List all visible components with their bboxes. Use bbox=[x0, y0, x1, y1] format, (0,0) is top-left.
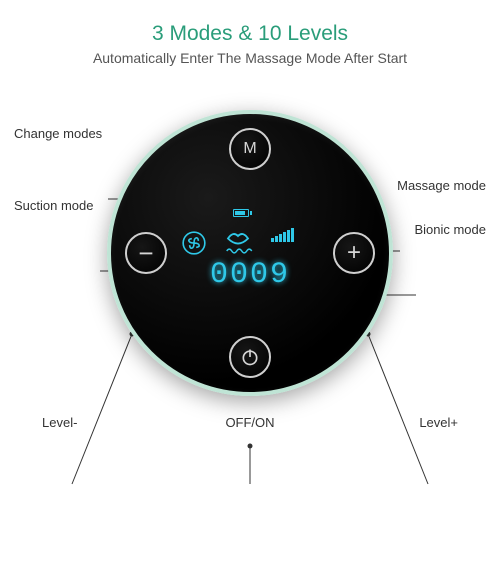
callout-change-modes: Change modes bbox=[14, 126, 102, 141]
level-icon bbox=[271, 228, 294, 247]
lcd-digits: 0009 bbox=[175, 258, 325, 292]
level-up-button[interactable]: + bbox=[333, 232, 375, 274]
level-down-button[interactable]: − bbox=[125, 232, 167, 274]
mode-button[interactable]: M bbox=[229, 128, 271, 170]
callout-bionic-mode: Bionic mode bbox=[414, 222, 486, 237]
page-title: 3 Modes & 10 Levels bbox=[0, 0, 500, 46]
lcd-display: 0009 bbox=[175, 198, 325, 308]
suction-icon bbox=[181, 230, 207, 261]
battery-icon bbox=[233, 204, 249, 222]
page-subtitle: Automatically Enter The Massage Mode Aft… bbox=[0, 50, 500, 66]
power-button[interactable] bbox=[229, 336, 271, 378]
lips-icon bbox=[223, 226, 253, 261]
callout-suction-mode: Suction mode bbox=[14, 198, 94, 213]
label-level-plus: Level+ bbox=[419, 415, 458, 430]
callout-massage-mode: Massage mode bbox=[397, 178, 486, 193]
power-icon bbox=[240, 347, 260, 367]
device-panel: M − + bbox=[107, 110, 393, 396]
